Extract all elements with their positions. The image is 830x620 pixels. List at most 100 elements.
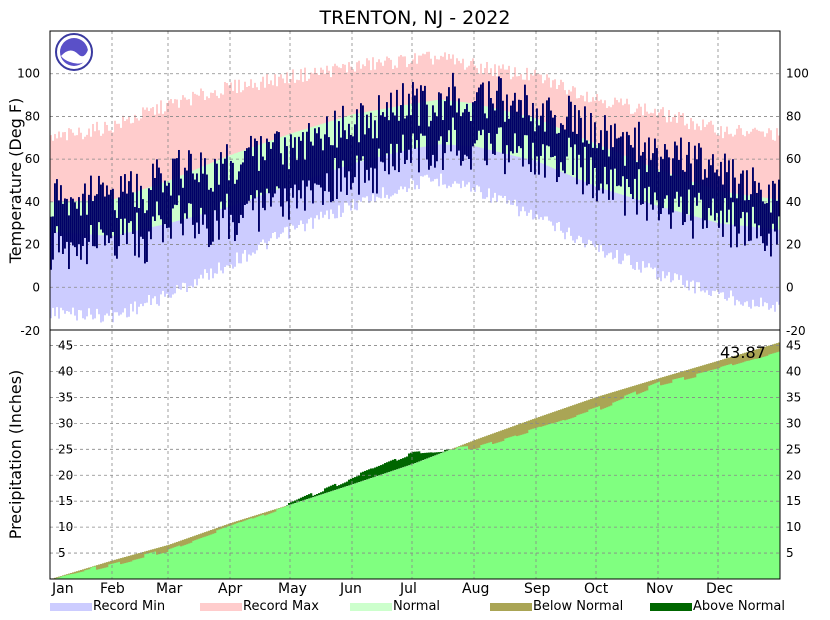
precipitation-departure-bar xyxy=(578,403,581,415)
precipitation-tick-label-left: 10 xyxy=(58,520,73,534)
precipitation-departure-bar xyxy=(660,377,663,386)
actual-temperature-bar xyxy=(660,156,662,214)
precipitation-departure-bar xyxy=(624,388,627,396)
precipitation-departure-bar xyxy=(356,476,359,483)
actual-temperature-bar xyxy=(324,134,326,192)
precipitation-departure-bar xyxy=(176,541,179,547)
actual-temperature-bar xyxy=(610,125,612,170)
precipitation-departure-bar xyxy=(714,361,717,370)
precipitation-departure-bar xyxy=(336,486,339,490)
precipitation-departure-bar xyxy=(240,519,243,523)
actual-temperature-bar xyxy=(638,121,640,170)
precipitation-departure-bar xyxy=(370,468,373,478)
actual-temperature-bar xyxy=(204,158,206,215)
precipitation-departure-bar xyxy=(730,356,733,364)
actual-temperature-bar xyxy=(768,184,770,234)
actual-temperature-bar xyxy=(770,212,772,257)
actual-temperature-bar xyxy=(518,99,520,147)
precipitation-departure-bar xyxy=(736,355,739,364)
legend-label-above-normal: Above Normal xyxy=(693,599,785,614)
temperature-tick-label-left: 20 xyxy=(25,238,40,252)
precipitation-departure-bar xyxy=(598,396,601,407)
precipitation-departure-bar xyxy=(516,424,519,437)
precipitation-departure-bar xyxy=(200,533,203,538)
precipitation-departure-bar xyxy=(508,427,511,438)
actual-temperature-bar xyxy=(708,159,710,209)
actual-temperature-bar xyxy=(592,147,594,199)
month-label: May xyxy=(278,581,307,597)
precipitation-departure-bar xyxy=(462,444,465,447)
actual-temperature-bar xyxy=(126,193,128,245)
precipitation-departure-bar xyxy=(414,451,417,464)
actual-temperature-bar xyxy=(444,101,446,154)
precipitation-departure-bar xyxy=(326,487,329,493)
precipitation-departure-bar xyxy=(612,392,615,403)
precipitation-departure-bar xyxy=(136,553,139,560)
precipitation-departure-bar xyxy=(282,506,285,508)
actual-temperature-bar xyxy=(738,183,740,234)
precipitation-departure-bar xyxy=(254,515,257,518)
actual-temperature-bar xyxy=(388,120,390,175)
precipitation-departure-bar xyxy=(430,452,433,457)
precipitation-departure-bar xyxy=(114,559,117,563)
precipitation-departure-bar xyxy=(378,465,381,476)
actual-temperature-bar xyxy=(112,188,114,232)
precipitation-departure-bar xyxy=(148,550,151,554)
precipitation-departure-bar xyxy=(122,557,125,564)
precipitation-departure-bar xyxy=(450,449,453,450)
actual-temperature-bar xyxy=(132,192,134,234)
precipitation-departure-bar xyxy=(364,470,367,481)
precipitation-departure-bar xyxy=(632,386,635,393)
actual-temperature-bar xyxy=(58,200,60,253)
actual-temperature-bar xyxy=(602,149,604,194)
actual-temperature-bar xyxy=(380,115,382,162)
precipitation-departure-bar xyxy=(708,363,711,371)
actual-temperature-bar xyxy=(314,128,316,184)
actual-temperature-bar xyxy=(570,101,572,148)
actual-temperature-bar xyxy=(266,138,268,189)
precipitation-departure-bar xyxy=(404,457,407,467)
precipitation-areas xyxy=(50,342,781,580)
actual-temperature-bar xyxy=(282,164,284,217)
actual-temperature-bar xyxy=(224,158,226,210)
precipitation-departure-bar xyxy=(630,386,633,394)
actual-temperature-bar xyxy=(584,106,586,147)
actual-temperature-bar xyxy=(722,184,724,237)
actual-temperature-bar xyxy=(488,81,490,133)
precipitation-departure-bar xyxy=(96,565,99,570)
temperature-tick-label-left: 80 xyxy=(25,109,40,123)
precipitation-departure-bar xyxy=(518,424,521,436)
precipitation-departure-bar xyxy=(330,485,333,492)
precipitation-departure-bar xyxy=(772,344,775,354)
precipitation-departure-bar xyxy=(626,387,629,395)
precipitation-departure-bar xyxy=(596,396,599,407)
actual-temperature-bar xyxy=(194,179,196,239)
precipitation-departure-bar xyxy=(238,520,241,523)
temperature-tick-label-left: 60 xyxy=(25,152,40,166)
precipitation-departure-bar xyxy=(556,410,559,422)
legend-label-normal: Normal xyxy=(393,599,440,614)
precipitation-departure-bar xyxy=(54,577,57,579)
actual-temperature-bar xyxy=(244,150,246,205)
actual-temperature-bar xyxy=(412,82,414,134)
actual-temperature-bar xyxy=(248,147,250,201)
actual-temperature-bar xyxy=(320,138,322,188)
precipitation-departure-bar xyxy=(440,451,443,454)
precipitation-departure-bar xyxy=(526,421,529,434)
precipitation-departure-bar xyxy=(360,472,363,482)
actual-temperature-bar xyxy=(124,174,126,219)
actual-temperature-bar xyxy=(246,148,248,204)
precipitation-departure-bar xyxy=(80,569,83,572)
precipitation-departure-bar xyxy=(208,530,211,536)
actual-temperature-bar xyxy=(648,137,650,187)
actual-temperature-bar xyxy=(254,138,256,199)
actual-temperature-bar xyxy=(172,158,174,209)
actual-temperature-bar xyxy=(530,121,532,173)
precipitation-departure-bar xyxy=(320,492,323,495)
actual-temperature-bar xyxy=(88,194,90,242)
actual-temperature-bar xyxy=(52,216,54,260)
actual-temperature-bar xyxy=(198,182,200,234)
actual-temperature-bar xyxy=(394,115,396,171)
precipitation-departure-bar xyxy=(700,365,703,373)
precipitation-departure-bar xyxy=(492,433,495,444)
